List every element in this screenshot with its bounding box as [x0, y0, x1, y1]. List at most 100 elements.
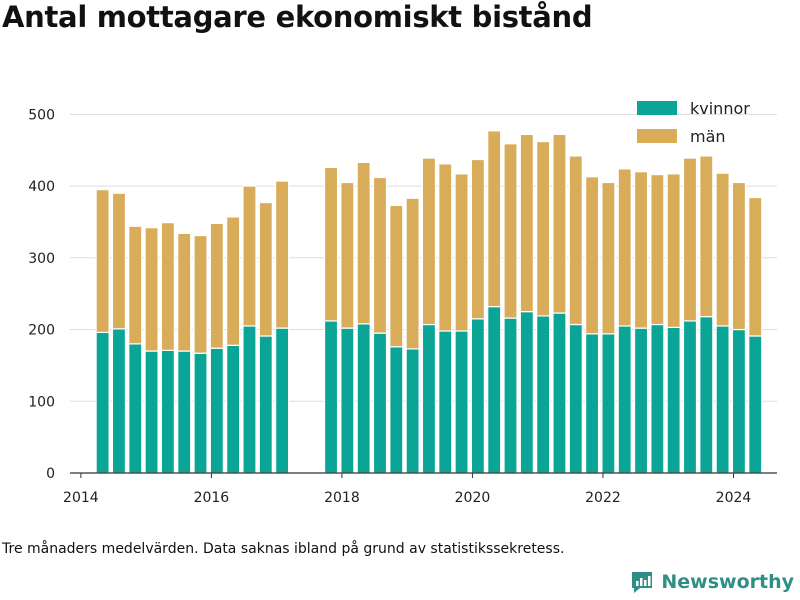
bar-man	[209, 222, 224, 349]
bar-kvinnor	[209, 347, 224, 474]
bar-kvinnor	[405, 348, 420, 474]
legend-swatch-man	[637, 129, 677, 143]
bar-kvinnor	[340, 327, 355, 474]
bar-kvinnor	[519, 311, 534, 474]
bar-man	[372, 176, 388, 334]
bar-kvinnor	[699, 316, 714, 474]
bar-man	[193, 234, 208, 354]
bar-man	[95, 189, 110, 334]
x-tick-label: 2016	[194, 490, 230, 506]
bar-man	[454, 173, 469, 332]
bar-kvinnor	[111, 328, 127, 474]
legend-label-man: män	[690, 127, 726, 146]
bar-kvinnor	[568, 323, 583, 474]
y-axis-ticks: 0 100 200 300 400 500	[28, 107, 55, 482]
bar-man	[421, 157, 437, 326]
bar-kvinnor	[536, 315, 551, 474]
bar-man	[405, 197, 420, 350]
newsworthy-logo-icon	[632, 572, 653, 593]
bar-kvinnor	[128, 343, 143, 474]
bar-man	[552, 133, 567, 314]
x-tick-label: 2020	[455, 490, 491, 506]
bar-kvinnor	[275, 327, 290, 474]
bar-kvinnor	[601, 333, 616, 474]
bar-kvinnor	[503, 317, 518, 474]
y-tick-label: 100	[28, 394, 55, 410]
bar-man	[438, 163, 453, 332]
bar-kvinnor	[470, 318, 485, 474]
bar-man	[470, 158, 485, 320]
y-tick-label: 500	[28, 107, 55, 123]
bar-man	[356, 161, 371, 325]
bar-man	[160, 222, 175, 351]
y-tick-label: 200	[28, 323, 55, 339]
bar-kvinnor	[682, 320, 698, 474]
bar-kvinnor	[421, 323, 437, 474]
bar-man	[601, 181, 616, 335]
bar-kvinnor	[650, 323, 665, 474]
bar-kvinnor	[356, 323, 371, 474]
bar-kvinnor	[731, 328, 747, 474]
bar-kvinnor	[177, 350, 192, 474]
bar-man	[389, 204, 404, 348]
bar-man	[633, 171, 649, 329]
bar-man	[666, 173, 681, 328]
bar-kvinnor	[389, 346, 404, 474]
legend: kvinnor män	[637, 99, 750, 146]
bar-kvinnor	[748, 335, 763, 474]
bar-man	[715, 172, 730, 327]
bar-man	[144, 227, 159, 352]
bar-man	[242, 185, 257, 327]
bar-kvinnor	[258, 335, 273, 474]
bar-man	[323, 166, 339, 322]
bar-man	[568, 155, 583, 326]
bar-man	[487, 130, 502, 308]
legend-label-kvinnor: kvinnor	[690, 99, 750, 118]
y-tick-label: 0	[46, 466, 55, 482]
bar-kvinnor	[617, 325, 632, 474]
bar-kvinnor	[715, 325, 730, 474]
bar-man	[503, 143, 518, 319]
bar-man	[617, 168, 632, 327]
bar-man	[682, 157, 698, 322]
x-tick-label: 2018	[324, 490, 360, 506]
bar-man	[177, 232, 192, 352]
bar-kvinnor	[144, 350, 159, 474]
bar-kvinnor	[666, 326, 681, 474]
y-tick-label: 400	[28, 179, 55, 195]
bar-man	[340, 181, 355, 329]
bar-man	[731, 181, 747, 331]
bar-kvinnor	[584, 333, 600, 474]
bar-man	[584, 176, 600, 335]
bars	[95, 130, 763, 474]
bar-kvinnor	[633, 327, 649, 474]
bar-kvinnor	[323, 320, 339, 474]
x-axis: 2014 2016 2018 2020 2022 2024	[63, 472, 777, 506]
bar-man	[258, 201, 273, 337]
x-tick-label: 2022	[585, 490, 621, 506]
footnote: Tre månaders medelvärden. Data saknas ib…	[2, 541, 565, 557]
x-tick-label: 2014	[63, 490, 99, 506]
bar-kvinnor	[242, 325, 257, 474]
bar-kvinnor	[95, 331, 110, 474]
brand-logo[interactable]: Newsworthy	[629, 569, 794, 595]
brand-name: Newsworthy	[661, 571, 794, 593]
bar-man	[111, 192, 127, 330]
bar-man	[226, 216, 241, 346]
legend-swatch-kvinnor	[637, 101, 677, 115]
bar-man	[275, 180, 290, 329]
bar-kvinnor	[160, 349, 175, 474]
bar-man	[536, 141, 551, 317]
x-tick-label: 2024	[716, 490, 752, 506]
bar-kvinnor	[438, 330, 453, 474]
bar-kvinnor	[552, 312, 567, 474]
bar-man	[748, 196, 763, 337]
y-tick-label: 300	[28, 251, 55, 267]
bar-kvinnor	[487, 305, 502, 474]
bar-kvinnor	[372, 332, 388, 474]
bar-man	[128, 225, 143, 345]
chart-title: Antal mottagare ekonomiskt bistånd	[2, 0, 593, 34]
bar-man	[699, 155, 714, 318]
bar-kvinnor	[193, 352, 208, 474]
